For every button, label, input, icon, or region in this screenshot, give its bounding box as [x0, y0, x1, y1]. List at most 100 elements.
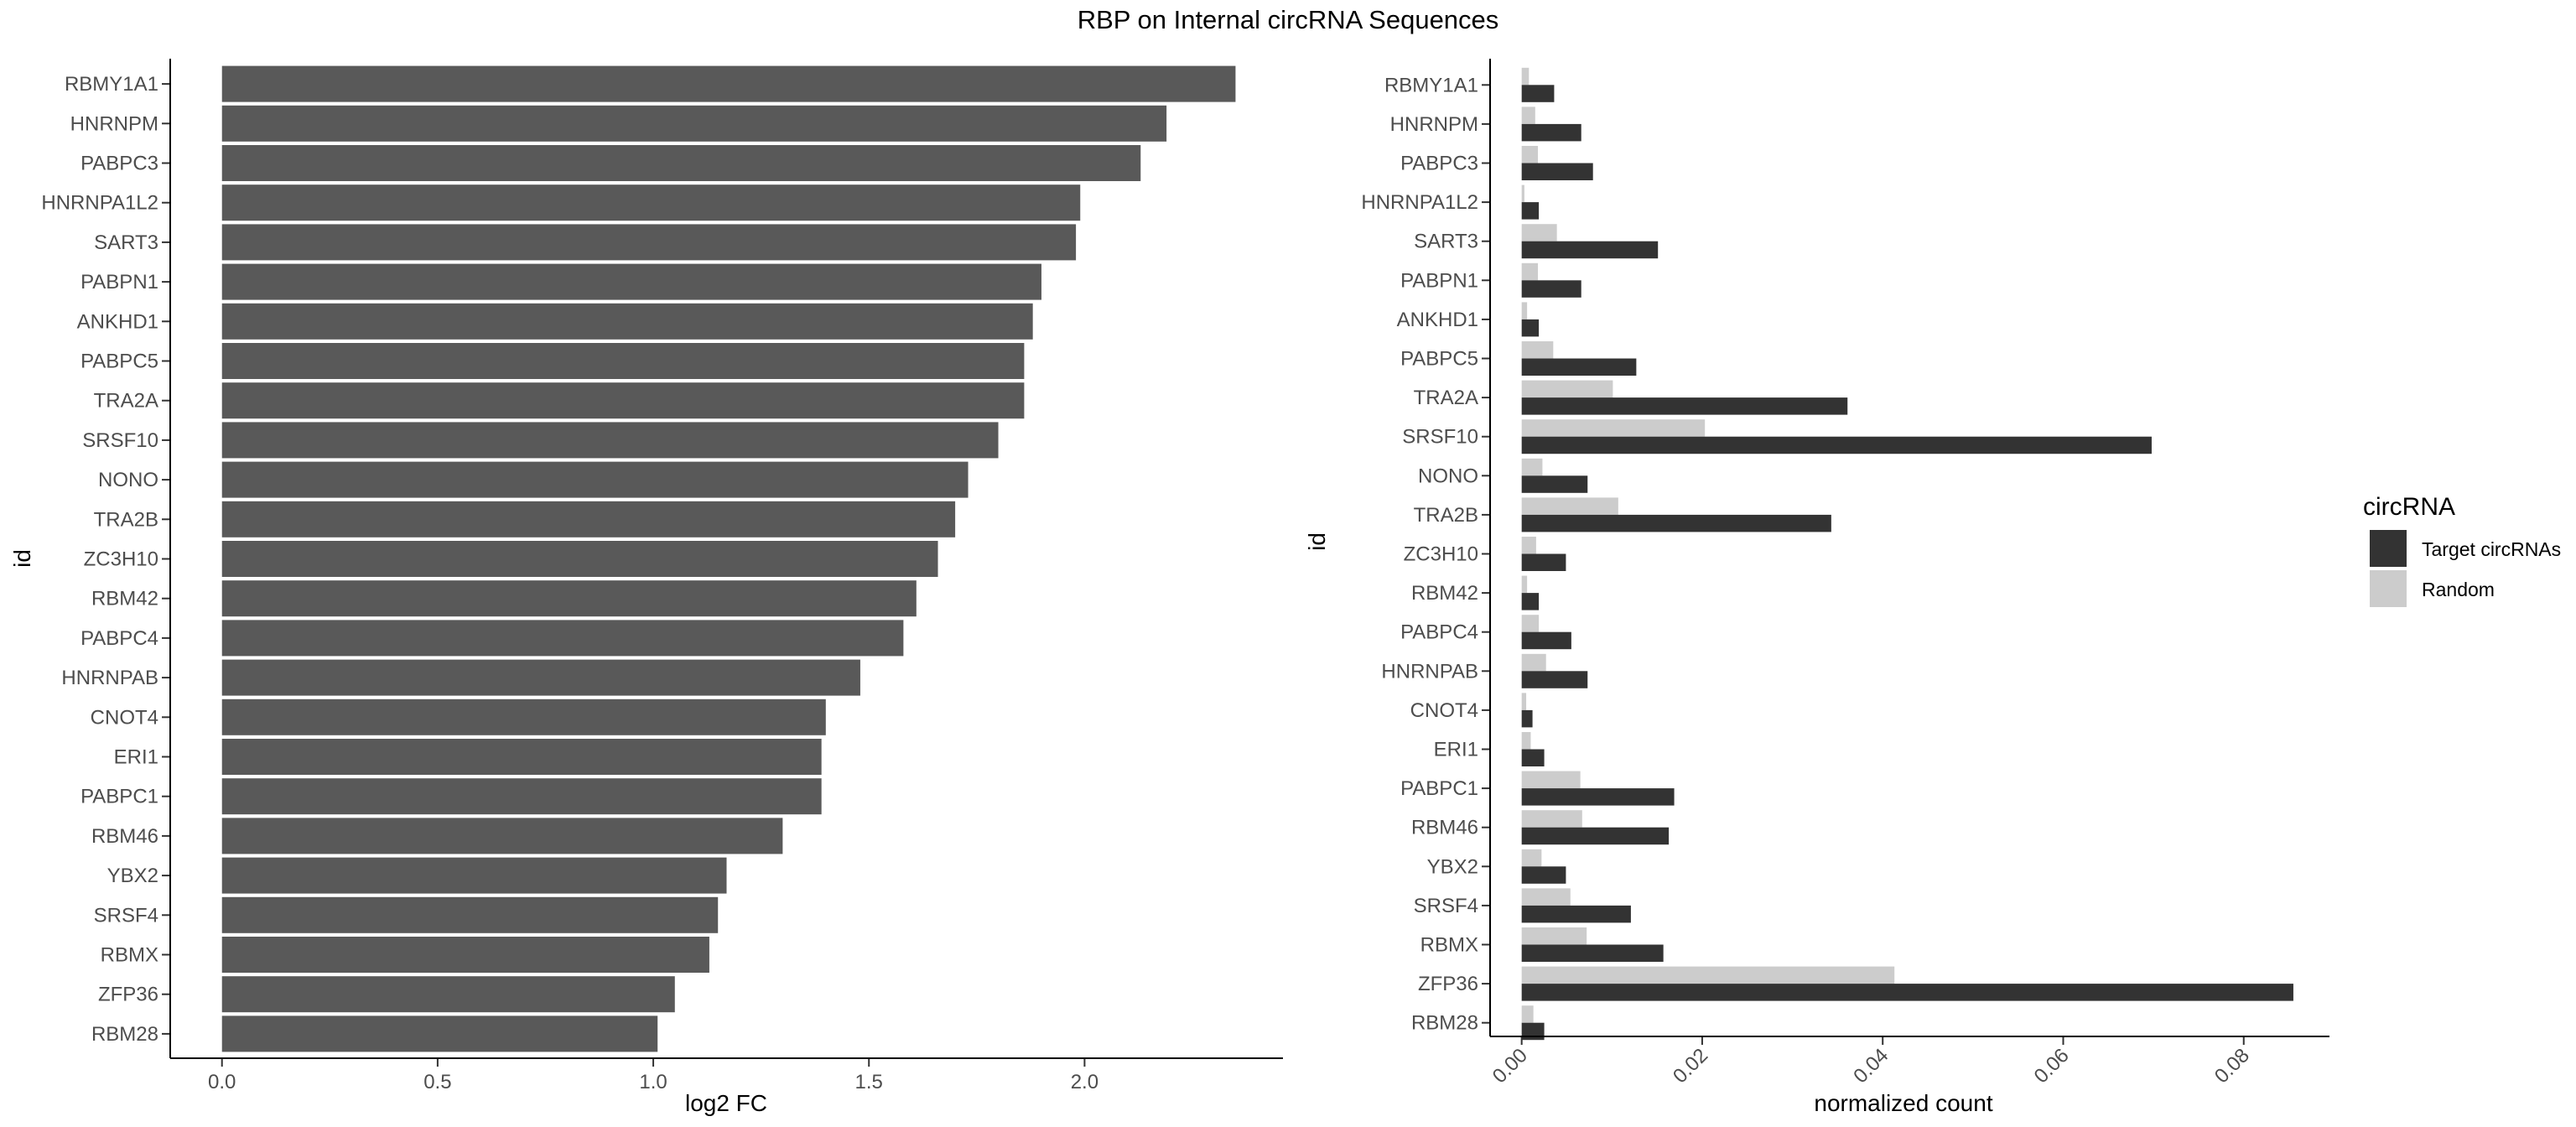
y-tick-label-srsf10: SRSF10	[82, 429, 158, 452]
x-tick-label: 2.0	[1071, 1071, 1098, 1093]
bar-pabpn1	[221, 263, 1041, 300]
legend-key-target	[2370, 530, 2407, 567]
figure-title: RBP on Internal circRNA Sequences	[1078, 5, 1499, 34]
bar-target-pabpc5	[1521, 358, 1637, 376]
x-tick-label: 0.04	[1849, 1044, 1893, 1088]
y-tick-label-srsf10: SRSF10	[1402, 426, 1478, 449]
y-tick-label-rbmy1a1: RBMY1A1	[1384, 74, 1478, 96]
y-tick-label-rbm28: RBM28	[91, 1023, 158, 1046]
bar-nono	[221, 461, 969, 498]
y-tick-label-nono: NONO	[98, 469, 158, 491]
y-tick-label-hnrnpa1l2: HNRNPA1L2	[1361, 191, 1478, 214]
left-x-ticks: 0.0 0.5 1.0 1.5 2.0	[208, 1058, 1098, 1093]
bar-target-cnot4	[1521, 709, 1533, 728]
bar-random-pabpc1	[1521, 771, 1581, 789]
bar-srsf4	[221, 896, 719, 933]
y-tick-label-ankhd1: ANKHD1	[77, 310, 158, 333]
bar-zc3h10	[221, 541, 938, 577]
bar-random-hnrnpa1l2	[1521, 184, 1524, 203]
y-tick-label-hnrnpa1l2: HNRNPA1L2	[41, 192, 158, 215]
left-y-tick-labels: RBMY1A1 HNRNPM PABPC3 HNRNPA1L2 SART3 PABPN1 A…	[41, 73, 170, 1046]
bar-random-pabpc5	[1521, 341, 1554, 359]
x-tick-label: 0.5	[423, 1071, 451, 1093]
legend-title: circRNA	[2363, 493, 2455, 521]
bar-random-rbmy1a1	[1521, 67, 1530, 86]
y-tick-label-nono: NONO	[1418, 465, 1478, 487]
bar-target-rbm28	[1521, 1022, 1545, 1041]
bar-rbmx	[221, 937, 709, 973]
y-tick-label-pabpc1: PABPC1	[1400, 777, 1478, 800]
bar-pabpc1	[221, 778, 822, 815]
bar-ybx2	[221, 857, 727, 894]
y-tick-label-pabpc4: PABPC4	[80, 627, 158, 650]
y-tick-label-pabpn1: PABPN1	[1400, 269, 1478, 292]
bar-sart3	[221, 224, 1077, 261]
legend-label-random: Random	[2422, 579, 2495, 600]
bar-target-zc3h10	[1521, 553, 1566, 571]
bar-random-zfp36	[1521, 966, 1895, 984]
y-tick-label-zc3h10: ZC3H10	[1404, 543, 1478, 566]
y-tick-label-zc3h10: ZC3H10	[84, 548, 158, 571]
bar-target-pabpc1	[1521, 788, 1675, 806]
bar-target-pabpc4	[1521, 631, 1571, 650]
y-tick-label-rbm46: RBM46	[1411, 817, 1478, 839]
bar-ankhd1	[221, 303, 1033, 340]
y-tick-label-hnrnpm: HNRNPM	[70, 112, 158, 135]
bar-random-pabpn1	[1521, 262, 1539, 281]
bar-target-srsf4	[1521, 905, 1631, 923]
y-tick-label-hnrnpab: HNRNPAB	[1381, 660, 1478, 683]
bar-target-rbmx	[1521, 944, 1664, 962]
y-tick-label-tra2b: TRA2B	[94, 508, 158, 531]
left-x-axis-title: log2 FC	[685, 1090, 767, 1116]
legend-label-target: Target circRNAs	[2422, 538, 2561, 560]
left-bars	[221, 65, 1236, 1052]
bar-random-nono	[1521, 458, 1543, 476]
bar-eri1	[221, 739, 822, 775]
y-tick-label-pabpc5: PABPC5	[1400, 348, 1478, 371]
legend-key-random	[2370, 570, 2407, 607]
y-tick-label-tra2a: TRA2A	[94, 390, 158, 413]
bar-target-nono	[1521, 475, 1588, 493]
y-tick-label-sart3: SART3	[94, 231, 158, 254]
x-tick-label: 1.0	[639, 1071, 667, 1093]
y-tick-label-rbm42: RBM42	[1411, 582, 1478, 605]
bar-target-rbm46	[1521, 827, 1670, 845]
y-tick-label-eri1: ERI1	[1434, 739, 1478, 761]
bar-random-pabpc4	[1521, 615, 1540, 632]
x-tick-label: 1.5	[855, 1071, 883, 1093]
bar-hnrnpm	[221, 105, 1167, 142]
bar-random-hnrnpm	[1521, 106, 1535, 124]
bar-hnrnpa1l2	[221, 184, 1081, 221]
bar-random-rbmx	[1521, 927, 1587, 945]
y-tick-label-srsf4: SRSF4	[1414, 895, 1478, 917]
bar-random-zc3h10	[1521, 537, 1536, 554]
bar-random-srsf10	[1521, 419, 1706, 437]
y-tick-label-rbmx: RBMX	[101, 944, 158, 967]
y-tick-label-hnrnpab: HNRNPAB	[61, 667, 158, 689]
bar-target-sart3	[1521, 241, 1659, 259]
x-tick-label: 0.06	[2030, 1044, 2074, 1088]
y-tick-label-rbmy1a1: RBMY1A1	[65, 73, 158, 96]
bar-random-hnrnpab	[1521, 653, 1546, 672]
y-tick-label-srsf4: SRSF4	[94, 904, 158, 927]
y-tick-label-pabpc3: PABPC3	[80, 153, 158, 175]
left-y-axis-title: id	[9, 549, 35, 568]
bar-zfp36	[221, 976, 675, 1013]
y-tick-label-pabpc1: PABPC1	[80, 786, 158, 808]
y-tick-label-rbm42: RBM42	[91, 588, 158, 610]
y-tick-label-rbmx: RBMX	[1420, 934, 1478, 957]
bar-target-ybx2	[1521, 866, 1566, 884]
x-tick-label: 0.0	[208, 1071, 236, 1093]
bar-rbm46	[221, 818, 783, 854]
x-tick-label: 0.00	[1488, 1044, 1532, 1088]
bar-random-cnot4	[1521, 693, 1527, 710]
bar-rbmy1a1	[221, 65, 1236, 102]
bar-random-ybx2	[1521, 849, 1542, 867]
x-tick-label: 0.08	[2210, 1044, 2254, 1088]
bar-random-pabpc3	[1521, 146, 1539, 164]
bar-random-ankhd1	[1521, 302, 1528, 319]
bar-pabpc5	[221, 343, 1025, 379]
bar-random-rbm42	[1521, 575, 1528, 594]
bar-hnrnpab	[221, 659, 860, 696]
